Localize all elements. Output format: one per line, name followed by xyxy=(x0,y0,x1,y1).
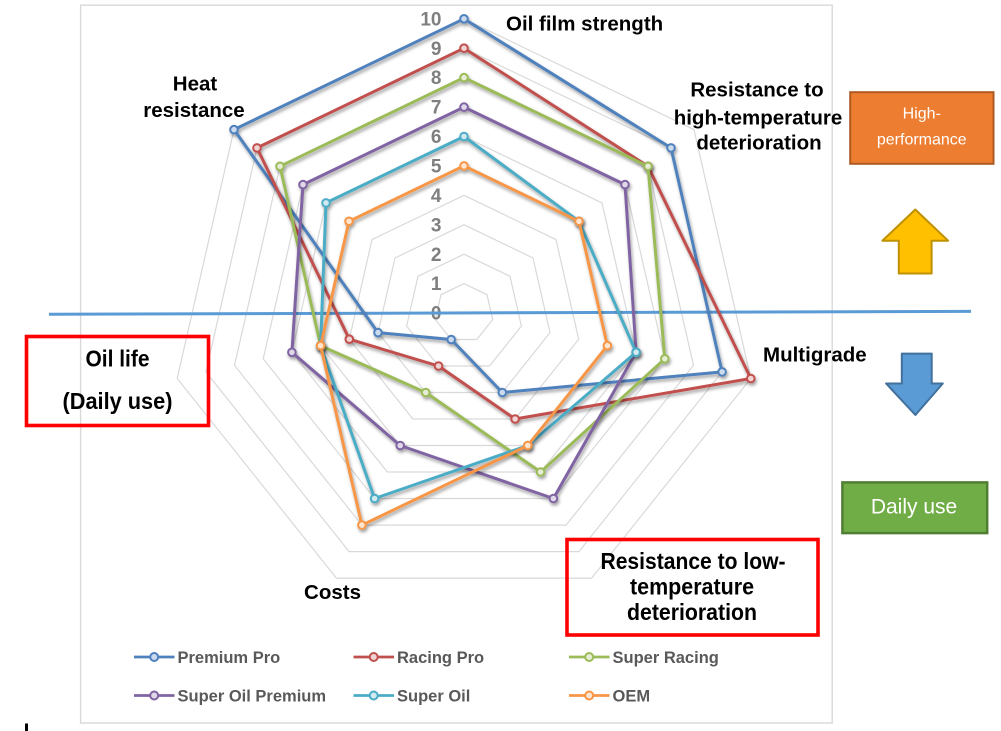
svg-text:OEM: OEM xyxy=(613,688,651,706)
svg-text:Super Oil: Super Oil xyxy=(397,688,470,706)
svg-text:(Daily use): (Daily use) xyxy=(63,388,173,414)
svg-text:Oil life: Oil life xyxy=(86,345,150,371)
svg-text:Super Racing: Super Racing xyxy=(613,649,719,667)
svg-text:Resistance to low-: Resistance to low- xyxy=(601,548,786,574)
svg-text:8: 8 xyxy=(431,68,442,89)
svg-text:deterioration: deterioration xyxy=(627,599,757,625)
svg-text:Oil film strength: Oil film strength xyxy=(506,13,663,36)
svg-text:4: 4 xyxy=(431,186,442,207)
svg-text:temperature: temperature xyxy=(630,574,754,600)
svg-text:Daily use: Daily use xyxy=(871,495,957,518)
svg-text:Multigrade: Multigrade xyxy=(763,344,867,367)
svg-text:Premium Pro: Premium Pro xyxy=(178,649,281,667)
svg-text:7: 7 xyxy=(431,98,442,119)
svg-text:2: 2 xyxy=(431,245,442,266)
svg-text:Costs: Costs xyxy=(304,581,361,604)
svg-text:6: 6 xyxy=(431,127,442,148)
svg-text:high-temperature: high-temperature xyxy=(674,106,843,129)
svg-text:9: 9 xyxy=(431,39,442,60)
svg-text:10: 10 xyxy=(420,9,441,30)
svg-text:Racing Pro: Racing Pro xyxy=(397,649,484,667)
svg-text:3: 3 xyxy=(431,215,442,236)
svg-text:deterioration: deterioration xyxy=(696,132,821,155)
svg-text:5: 5 xyxy=(431,157,442,178)
svg-text:Resistance to: Resistance to xyxy=(690,79,823,102)
svg-text:Heat: Heat xyxy=(173,73,218,96)
svg-text:performance: performance xyxy=(877,132,967,149)
svg-text:resistance: resistance xyxy=(143,99,244,122)
svg-text:High-: High- xyxy=(903,105,941,122)
svg-text:Super Oil Premium: Super Oil Premium xyxy=(178,688,327,706)
svg-text:1: 1 xyxy=(431,274,442,295)
